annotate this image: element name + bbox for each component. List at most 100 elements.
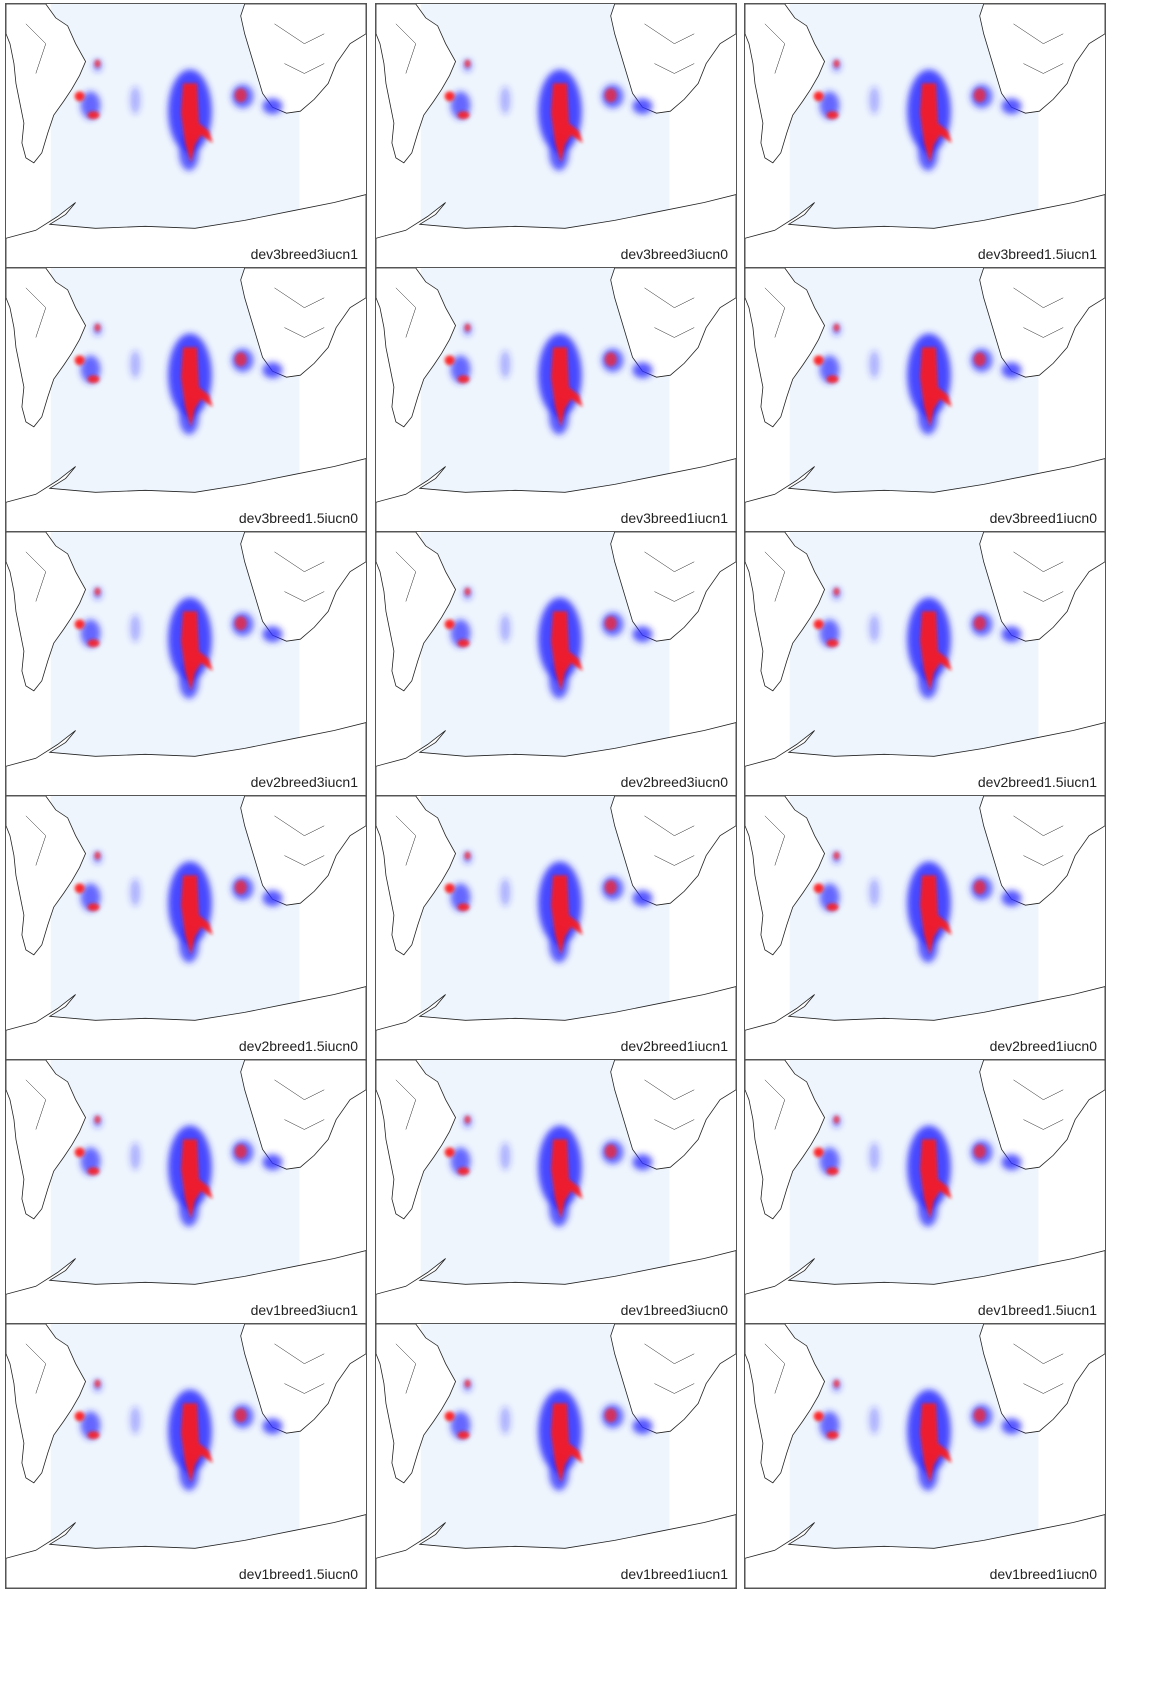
density-blob-high (458, 111, 470, 119)
density-blob-low (130, 1142, 140, 1170)
density-blob-high (95, 1116, 101, 1124)
density-blob-high (814, 619, 824, 629)
panel-label: dev2breed1iucn0 (990, 1038, 1097, 1054)
density-blob-low (500, 1142, 510, 1170)
density-blob-high (75, 883, 85, 893)
density-blob-low (633, 890, 653, 906)
panel-label: dev2breed3iucn1 (251, 774, 358, 790)
density-blob-low (130, 1406, 140, 1434)
panel-label: dev3breed1.5iucn1 (978, 246, 1097, 262)
density-blob-low (263, 98, 283, 114)
density-blob-high (465, 1116, 471, 1124)
density-blob-low (263, 362, 283, 378)
map-panel: dev1breed3iucn1 (5, 1059, 367, 1325)
map-canvas (376, 1324, 736, 1588)
density-blob-high (75, 91, 85, 101)
density-blob-high (235, 352, 247, 366)
density-blob-high (605, 1144, 617, 1158)
density-blob-high (827, 639, 839, 647)
density-blob-high (235, 1144, 247, 1158)
density-blob-high (974, 616, 986, 630)
map-canvas (745, 4, 1105, 268)
density-blob-high (75, 1411, 85, 1421)
density-blob-high (827, 1167, 839, 1175)
density-blob-high (458, 1431, 470, 1439)
density-blob-high (827, 375, 839, 383)
density-blob-high (88, 639, 100, 647)
map-canvas (6, 4, 366, 268)
density-blob-low (1002, 890, 1022, 906)
density-blob-high (75, 1147, 85, 1157)
density-blob-low (500, 86, 510, 114)
density-blob-high (445, 619, 455, 629)
density-blob-low (500, 350, 510, 378)
map-canvas (745, 1324, 1105, 1588)
density-blob-high (88, 111, 100, 119)
panel-label: dev2breed1.5iucn1 (978, 774, 1097, 790)
density-blob-high (974, 88, 986, 102)
density-blob-high (95, 324, 101, 332)
density-blob-low (869, 1142, 879, 1170)
panel-label: dev2breed3iucn0 (621, 774, 728, 790)
panel-label: dev2breed1iucn1 (621, 1038, 728, 1054)
map-panel: dev1breed1iucn1 (375, 1323, 737, 1589)
map-panel: dev1breed1iucn0 (744, 1323, 1106, 1589)
density-blob-high (814, 883, 824, 893)
density-blob-low (500, 1406, 510, 1434)
map-canvas (376, 4, 736, 268)
density-blob-high (445, 1411, 455, 1421)
density-blob-high (458, 375, 470, 383)
density-blob-low (633, 1418, 653, 1434)
density-blob-high (88, 903, 100, 911)
density-blob-low (1002, 626, 1022, 642)
density-blob-low (869, 86, 879, 114)
panel-label: dev3breed1.5iucn0 (239, 510, 358, 526)
density-blob-low (130, 614, 140, 642)
density-blob-high (974, 880, 986, 894)
map-panel: dev2breed1iucn0 (744, 795, 1106, 1061)
map-panel: dev2breed3iucn0 (375, 531, 737, 797)
map-panel: dev3breed1iucn1 (375, 267, 737, 533)
density-blob-high (95, 1380, 101, 1388)
density-blob-high (834, 588, 840, 596)
density-blob-high (605, 616, 617, 630)
density-blob-low (869, 878, 879, 906)
density-blob-high (95, 588, 101, 596)
density-blob-high (88, 1431, 100, 1439)
map-panel: dev3breed3iucn1 (5, 3, 367, 269)
density-blob-high (827, 1431, 839, 1439)
density-blob-low (633, 98, 653, 114)
density-blob-high (605, 1408, 617, 1422)
density-blob-low (130, 350, 140, 378)
density-blob-low (130, 878, 140, 906)
density-blob-low (263, 890, 283, 906)
density-blob-high (445, 883, 455, 893)
density-blob-high (75, 355, 85, 365)
density-blob-high (465, 588, 471, 596)
density-blob-high (814, 1147, 824, 1157)
density-blob-high (458, 903, 470, 911)
density-blob-high (235, 616, 247, 630)
map-canvas (6, 1060, 366, 1324)
map-panel: dev1breed1.5iucn0 (5, 1323, 367, 1589)
panel-label: dev1breed3iucn0 (621, 1302, 728, 1318)
density-blob-high (834, 1380, 840, 1388)
density-blob-low (1002, 98, 1022, 114)
density-blob-high (605, 352, 617, 366)
panel-label: dev1breed1iucn1 (621, 1566, 728, 1582)
density-blob-high (827, 903, 839, 911)
density-blob-high (834, 324, 840, 332)
panel-label: dev1breed1.5iucn1 (978, 1302, 1097, 1318)
density-blob-high (827, 111, 839, 119)
panel-label: dev3breed1iucn0 (990, 510, 1097, 526)
density-blob-high (974, 1408, 986, 1422)
map-canvas (745, 532, 1105, 796)
density-blob-high (605, 880, 617, 894)
density-blob-low (633, 626, 653, 642)
density-blob-low (1002, 1418, 1022, 1434)
density-blob-low (263, 626, 283, 642)
density-blob-high (814, 1411, 824, 1421)
map-canvas (745, 1060, 1105, 1324)
density-blob-low (500, 614, 510, 642)
map-panel: dev2breed1.5iucn1 (744, 531, 1106, 797)
